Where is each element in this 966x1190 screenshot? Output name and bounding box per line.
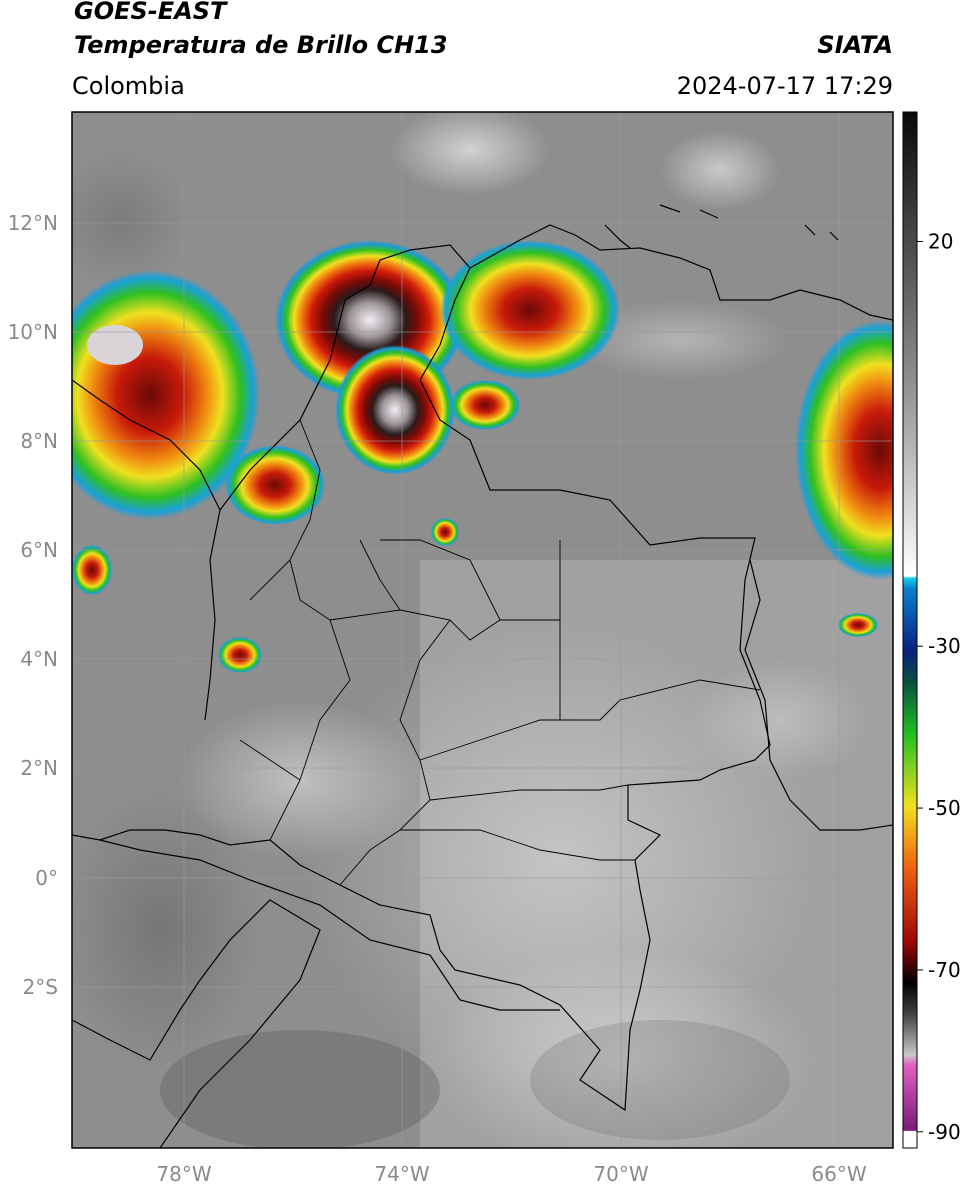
colorbar-ticks: 20 -30 -50 -70 -90 [917, 230, 961, 1144]
longitude-label: 66°W [811, 1162, 866, 1186]
colorbar-tick-label: -30 [928, 634, 961, 658]
caribbean-islands [604, 204, 839, 249]
longitude-label: 74°W [374, 1162, 429, 1186]
pacific-coast [72, 899, 321, 1148]
latitude-label: 6°N [20, 538, 58, 562]
latitude-label: 0° [35, 866, 58, 890]
map-frame [71, 111, 894, 1149]
satellite-title: GOES-EAST [74, 0, 227, 25]
colorbar-tick-label: -90 [928, 1120, 961, 1144]
latitude-label: 2°N [20, 756, 58, 780]
latitude-label: 12°N [8, 211, 58, 235]
longitude-label: 70°W [593, 1162, 648, 1186]
latitude-label: 8°N [20, 429, 58, 453]
gridlines [72, 112, 893, 1148]
product-title: Temperatura de Brillo CH13 [74, 31, 448, 59]
latitude-labels: 12°N 10°N 8°N 6°N 4°N 2°N 0° 2°S [8, 211, 58, 999]
latitude-label: 10°N [8, 320, 58, 344]
internal-borders [239, 419, 761, 886]
border-lines [72, 204, 893, 1148]
timestamp-label: 2024-07-17 17:29 [676, 72, 893, 100]
longitude-label: 78°W [156, 1162, 211, 1186]
colorbar-tick-label: 20 [928, 230, 953, 254]
colorbar-tick-label: -50 [928, 796, 961, 820]
venezuela-coast [469, 224, 893, 321]
panama-coast [72, 379, 221, 721]
venezuela-brazil-border [744, 559, 893, 831]
region-label: Colombia [72, 72, 185, 100]
ecuador-peru-border [99, 839, 560, 1011]
colorbar [902, 111, 918, 1149]
latitude-label: 2°S [23, 975, 58, 999]
colorbar-tick-label: -70 [928, 958, 961, 982]
agency-label: SIATA [817, 31, 893, 59]
longitude-labels: 78°W 74°W 70°W 66°W [156, 1162, 866, 1186]
latitude-label: 4°N [20, 647, 58, 671]
